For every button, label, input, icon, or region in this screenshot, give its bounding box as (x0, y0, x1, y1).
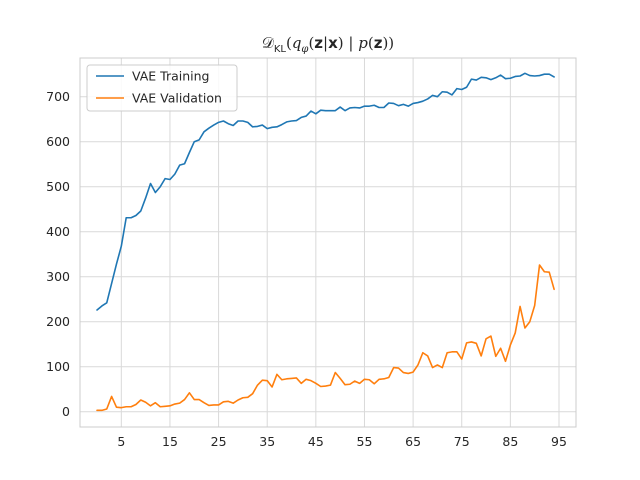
x-tick-label: 25 (211, 434, 227, 449)
x-tick-label: 85 (502, 434, 518, 449)
y-tick-label: 700 (46, 89, 70, 104)
y-tick-label: 0 (62, 404, 70, 419)
y-tick-label: 500 (46, 179, 70, 194)
y-tick-label: 100 (46, 359, 70, 374)
series-line-validation (96, 264, 555, 412)
chart-title: 𝒟KL(qφ(z|x) | p(z)) (262, 34, 394, 55)
x-tick-label: 75 (454, 434, 470, 449)
x-tick-label: 55 (357, 434, 373, 449)
x-tick-label: 5 (117, 434, 125, 449)
y-tick-label: 600 (46, 134, 70, 149)
legend-box (86, 64, 238, 112)
x-tick-label: 35 (259, 434, 275, 449)
legend: VAE Training VAE Validation (86, 64, 238, 112)
x-tick-label: 15 (162, 434, 178, 449)
plot-area-frame (79, 57, 577, 428)
series-layer (96, 72, 555, 412)
y-tick-label: 200 (46, 314, 70, 329)
grid-layer (80, 58, 576, 427)
x-tick-label: 65 (405, 434, 421, 449)
series-line-training (96, 72, 555, 311)
x-tick-label: 95 (551, 434, 567, 449)
x-tick-label: 45 (308, 434, 324, 449)
tick-layer: 5 15 25 35 45 55 65 75 85 95 0 100 200 300 400 500 600 70… (46, 89, 567, 449)
legend-label-validation: VAE Validation (132, 91, 222, 106)
y-tick-label: 300 (46, 269, 70, 284)
legend-label-training: VAE Training (132, 69, 210, 84)
y-tick-label: 400 (46, 224, 70, 239)
